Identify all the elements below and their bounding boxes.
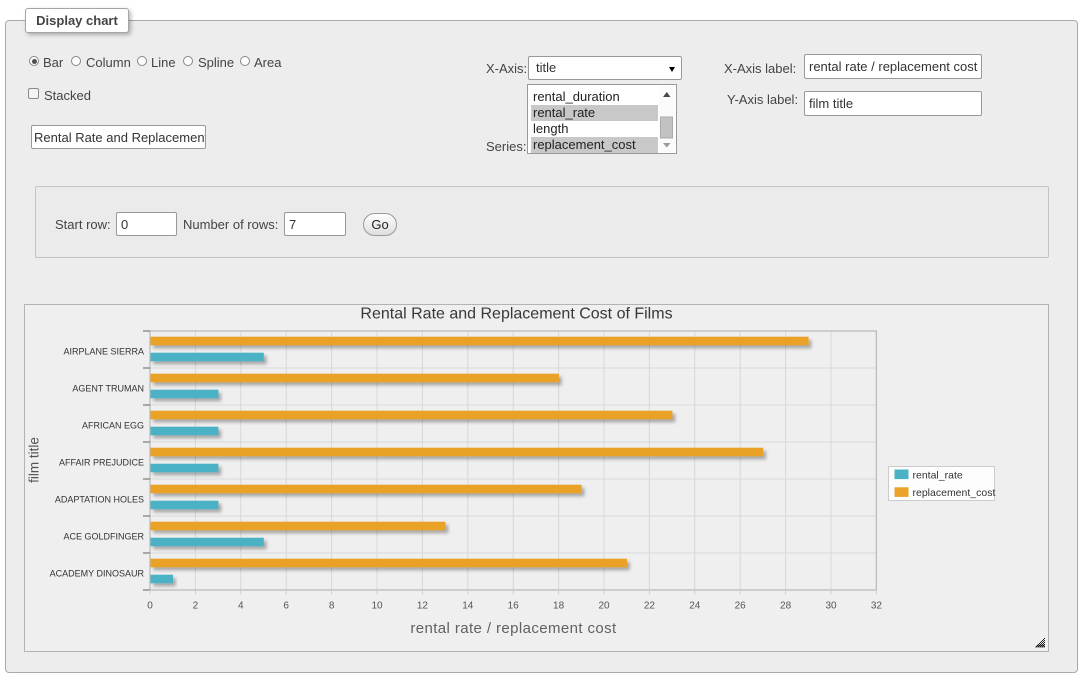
svg-text:2: 2 xyxy=(193,601,199,612)
svg-text:6: 6 xyxy=(283,601,289,612)
svg-text:0: 0 xyxy=(147,601,153,612)
svg-text:ADAPTATION HOLES: ADAPTATION HOLES xyxy=(55,494,144,504)
svg-text:12: 12 xyxy=(417,601,429,612)
svg-text:30: 30 xyxy=(825,601,837,612)
svg-text:Rental Rate and Replacement Co: Rental Rate and Replacement Cost of Film… xyxy=(360,306,672,323)
svg-text:replacement_cost: replacement_cost xyxy=(913,487,996,499)
svg-text:ACADEMY DINOSAUR: ACADEMY DINOSAUR xyxy=(50,568,145,578)
svg-text:AGENT TRUMAN: AGENT TRUMAN xyxy=(72,383,144,393)
svg-text:32: 32 xyxy=(871,601,883,612)
svg-text:14: 14 xyxy=(462,601,474,612)
svg-text:AFFAIR PREJUDICE: AFFAIR PREJUDICE xyxy=(59,457,144,467)
svg-text:AFRICAN EGG: AFRICAN EGG xyxy=(82,420,144,430)
svg-text:22: 22 xyxy=(644,601,656,612)
svg-text:rental rate / replacement cost: rental rate / replacement cost xyxy=(410,620,617,637)
svg-text:28: 28 xyxy=(780,601,792,612)
svg-text:26: 26 xyxy=(735,601,747,612)
svg-text:20: 20 xyxy=(598,601,610,612)
svg-text:AIRPLANE SIERRA: AIRPLANE SIERRA xyxy=(63,346,144,356)
svg-text:16: 16 xyxy=(508,601,520,612)
svg-text:rental_rate: rental_rate xyxy=(913,470,963,482)
svg-text:18: 18 xyxy=(553,601,565,612)
svg-text:24: 24 xyxy=(689,601,701,612)
svg-text:8: 8 xyxy=(329,601,335,612)
svg-text:ACE GOLDFINGER: ACE GOLDFINGER xyxy=(63,531,144,541)
svg-text:film title: film title xyxy=(27,437,42,483)
svg-text:4: 4 xyxy=(238,601,244,612)
svg-text:10: 10 xyxy=(371,601,383,612)
